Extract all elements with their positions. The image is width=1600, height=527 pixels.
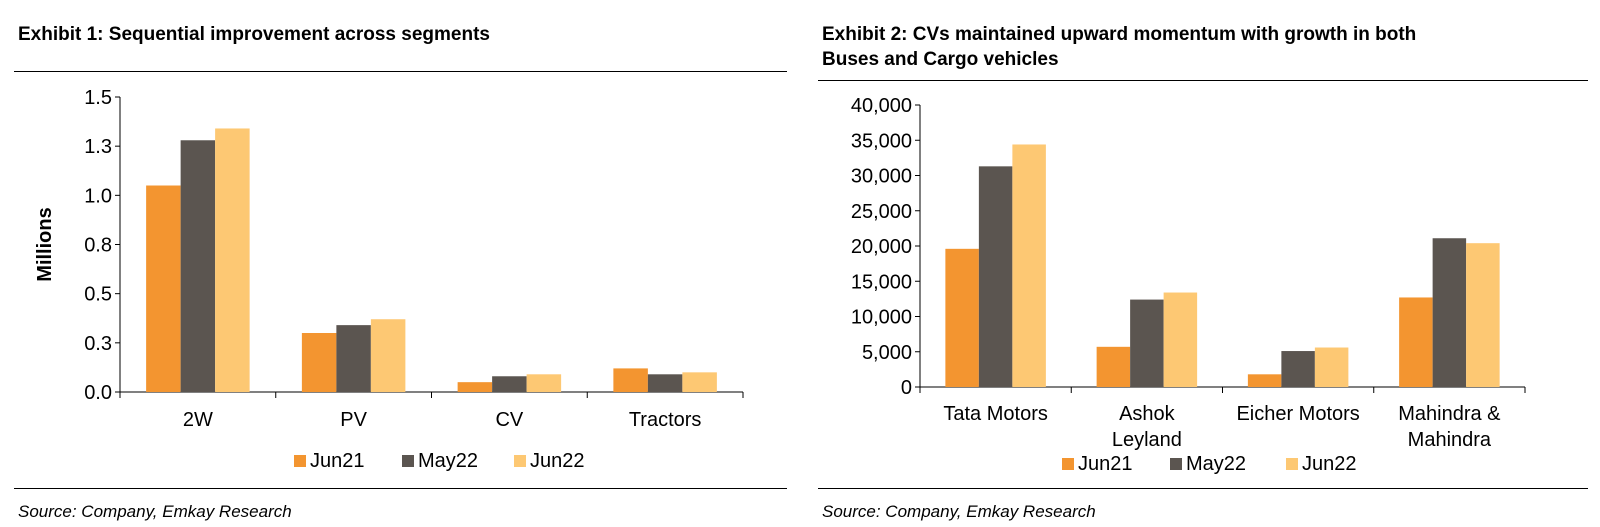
exhibit-2-top-rule	[818, 80, 1588, 81]
y-tick-label: 0.5	[84, 284, 112, 306]
x-category-label: Mahindra	[1408, 429, 1492, 451]
exhibit-2-chart: 0 5,000 10,000 15,000 20,000 25,000 30,000 35,0…	[851, 95, 1526, 475]
legend-label-jun21: Jun21	[1078, 453, 1133, 475]
bar-jun22-cv	[526, 374, 562, 392]
bar-jun21-ashok-leyland	[1096, 346, 1131, 387]
bar-jun22-tata-motors	[1012, 144, 1046, 387]
y-tick-label: 5,000	[862, 342, 912, 364]
legend-label-jun22: Jun22	[1302, 453, 1357, 475]
bar-may22-tractors	[647, 374, 683, 392]
x-category-label: Leyland	[1112, 429, 1182, 451]
exhibit-2-title-line-1: Exhibit 2: CVs maintained upward momentu…	[822, 24, 1417, 45]
legend-swatch-jun22	[514, 455, 526, 467]
bar-jun21-tata-motors	[945, 248, 979, 387]
exhibit-1-top-rule	[14, 71, 787, 72]
bar-may22-pv	[336, 325, 371, 392]
bar-jun21-cv	[457, 382, 493, 392]
legend-swatch-jun21	[294, 455, 306, 467]
y-tick-label: 30,000	[851, 166, 912, 188]
x-category-label: PV	[340, 409, 367, 431]
bar-may22-mahindra-mahindra	[1432, 238, 1467, 387]
y-tick-label: 0	[901, 377, 912, 399]
legend-swatch-jun21	[1062, 458, 1074, 470]
legend-label-may22: May22	[1186, 453, 1246, 475]
bar-jun22-ashok-leyland	[1163, 292, 1198, 387]
x-category-label: Tata Motors	[943, 403, 1047, 425]
bar-jun21-mahindra-mahindra	[1399, 297, 1433, 387]
legend-swatch-may22	[1170, 458, 1182, 470]
legend-label-jun22: Jun22	[530, 450, 585, 472]
exhibit-1-source: Source: Company, Emkay Research	[18, 502, 292, 521]
x-category-label: Eicher Motors	[1236, 403, 1359, 425]
x-category-label: Ashok	[1119, 403, 1176, 425]
y-tick-label: 20,000	[851, 236, 912, 258]
bar-jun22-mahindra-mahindra	[1466, 243, 1500, 387]
legend-label-jun21: Jun21	[310, 450, 365, 472]
exhibit-1-title: Exhibit 1: Sequential improvement across…	[18, 24, 490, 45]
x-category-label: Mahindra &	[1398, 403, 1501, 425]
exhibit-2-source: Source: Company, Emkay Research	[822, 502, 1096, 521]
y-tick-label: 25,000	[851, 201, 912, 223]
exhibit-1-chart: 0.0 0.3 0.5 0.8 1.0 1.3 1.5 2W PV CV Tractors Milli…	[34, 87, 744, 472]
bar-jun21-eicher-motors	[1247, 374, 1282, 387]
exhibit-2-title: Exhibit 2: CVs maintained upward momentu…	[822, 22, 1416, 72]
y-tick-label: 15,000	[851, 271, 912, 293]
y-tick-label: 35,000	[851, 130, 912, 152]
bar-may22-tata-motors	[978, 166, 1013, 387]
x-category-label: CV	[495, 409, 523, 431]
exhibit-2-title-line-2: Buses and Cargo vehicles	[822, 49, 1059, 70]
y-tick-label: 1.5	[84, 87, 112, 109]
exhibit-2-bottom-rule	[818, 488, 1588, 489]
bar-jun21-2w	[146, 185, 181, 392]
y-tick-label: 0.0	[84, 382, 112, 404]
legend-swatch-may22	[402, 455, 414, 467]
legend-label-may22: May22	[418, 450, 478, 472]
y-tick-label: 10,000	[851, 307, 912, 329]
bar-jun21-pv	[301, 333, 337, 392]
bar-may22-eicher-motors	[1281, 351, 1315, 387]
bar-may22-cv	[492, 376, 527, 392]
bar-jun21-tractors	[613, 368, 648, 392]
bar-may22-ashok-leyland	[1130, 299, 1164, 387]
x-category-label: Tractors	[629, 409, 702, 431]
exhibit-1-bottom-rule	[14, 488, 787, 489]
y-tick-label: 1.0	[84, 185, 112, 207]
y-tick-label: 1.3	[84, 136, 112, 158]
legend-swatch-jun22	[1286, 458, 1298, 470]
bar-jun22-pv	[370, 319, 406, 392]
bar-may22-2w	[180, 140, 216, 392]
y-tick-label: 40,000	[851, 95, 912, 117]
x-category-label: 2W	[183, 409, 213, 431]
bar-jun22-eicher-motors	[1314, 347, 1349, 387]
bar-jun22-tractors	[682, 372, 717, 392]
y-axis-title: Millions	[34, 207, 56, 281]
bar-jun22-2w	[215, 128, 250, 392]
y-tick-label: 0.3	[84, 333, 112, 355]
y-tick-label: 0.8	[84, 235, 112, 257]
